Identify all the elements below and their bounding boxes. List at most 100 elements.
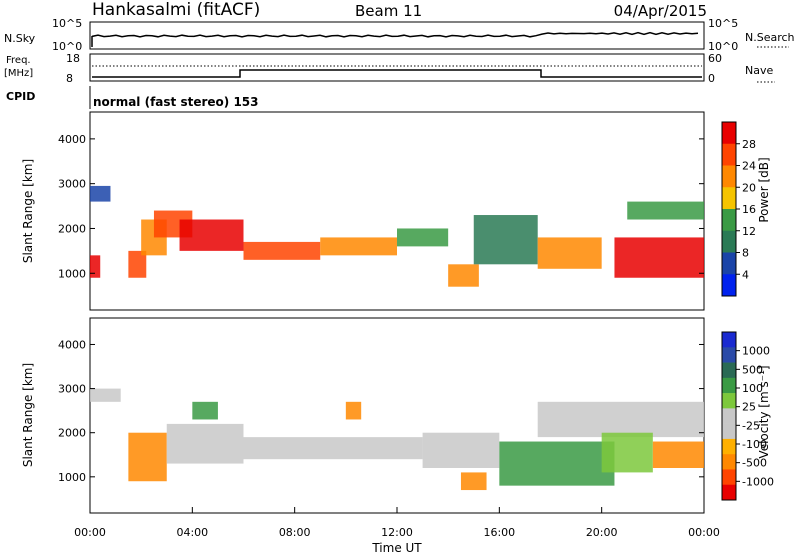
power-ytick-label: 1000	[58, 267, 86, 280]
freq-label: Freq.	[6, 55, 31, 66]
nsky-strip-frame	[89, 21, 705, 50]
power-colorbar-segment	[722, 209, 736, 232]
nsearch-tick-bottom: 10^0	[708, 40, 738, 53]
power-ytick-label: 2000	[58, 222, 86, 235]
power-y-ticks: 1000 2000 3000 4000	[58, 133, 704, 280]
velocity-xlabel: Time UT	[371, 541, 422, 554]
date-title: 04/Apr/2015	[614, 2, 707, 20]
beam-title: Beam 11	[355, 2, 422, 20]
velocity-colorbar-tick-label: 500	[742, 363, 763, 376]
cpid-text: normal (fast stereo) 153	[93, 95, 259, 109]
power-colorbar-tick-label: 4	[742, 268, 749, 281]
nsky-trace	[91, 31, 699, 47]
power-ytick-label: 3000	[58, 178, 86, 191]
velocity-colorbar-segment	[722, 469, 736, 486]
velocity-ylabel: Slant Range [km]	[21, 363, 35, 467]
velocity-x-ticks: 00:00 04:00 08:00 12:00 16:00 20:00 00:00	[74, 507, 720, 539]
power-colorbar-tick-label: 8	[742, 247, 749, 260]
cpid-label: CPID	[6, 90, 35, 103]
velocity-colorbar-segment	[722, 332, 736, 348]
velocity-xtick-label: 08:00	[279, 526, 311, 539]
freq-trace	[92, 69, 702, 78]
velocity-ytick-label: 2000	[58, 427, 86, 440]
power-echo-band	[448, 264, 479, 287]
velocity-colorbar-tick-label: -100	[742, 438, 767, 451]
velocity-echo-band	[422, 432, 500, 468]
power-echo-band	[320, 237, 397, 256]
power-ylabel: Slant Range [km]	[21, 159, 35, 263]
velocity-colorbar-tick-label: -25	[742, 419, 760, 432]
power-echo-band	[90, 255, 101, 278]
velocity-xtick-label: 20:00	[586, 526, 618, 539]
velocity-colorbar-segment	[722, 484, 736, 501]
velocity-colorbar-segment	[722, 438, 736, 455]
nave-tick-bottom: 0	[708, 72, 715, 85]
nsky-tick-top: 10^5	[52, 17, 82, 30]
freq-unit-label: [MHz]	[4, 68, 33, 79]
velocity-xtick-label: 04:00	[176, 526, 208, 539]
power-colorbar-segment	[722, 252, 736, 275]
velocity-echo-band	[499, 441, 615, 486]
velocity-colorbar-segment	[722, 423, 736, 440]
power-colorbar-segment	[722, 122, 736, 145]
power-colorbar-segment	[722, 187, 736, 210]
power-colorbar-tick-label: 12	[742, 225, 756, 238]
power-colorbar-tick-label: 16	[742, 203, 756, 216]
velocity-echo-band	[460, 472, 487, 491]
power-panel: 1000 2000 3000 4000 Slant Range [km] 28 24 20…	[21, 111, 771, 311]
power-echo-band	[614, 237, 704, 278]
velocity-echo-bands	[90, 388, 704, 491]
power-ytick-label: 4000	[58, 133, 86, 146]
velocity-colorbar-segment	[722, 362, 736, 379]
power-echo-bands	[90, 185, 704, 287]
velocity-ytick-label: 1000	[58, 471, 86, 484]
velocity-xtick-label: 00:00	[688, 526, 720, 539]
power-echo-band	[128, 250, 147, 278]
station-title: Hankasalmi (fitACF)	[92, 0, 260, 20]
velocity-ytick-label: 4000	[58, 338, 86, 351]
velocity-colorbar-tick-label: -1000	[742, 475, 774, 488]
power-echo-band	[537, 237, 602, 269]
power-colorbar-tick-label: 20	[742, 181, 756, 194]
velocity-echo-band	[601, 432, 653, 473]
power-echo-band	[627, 201, 704, 220]
velocity-colorbar-segment	[722, 377, 736, 394]
power-colorbar-tick-label: 28	[742, 138, 756, 151]
freq-tick-bottom: 8	[66, 72, 73, 85]
velocity-echo-band	[537, 401, 704, 438]
power-colorbar-segment	[722, 165, 736, 188]
power-echo-band	[473, 215, 538, 265]
power-colorbar-segment	[722, 274, 736, 297]
power-colorbar-segment	[722, 230, 736, 253]
power-colorbar-tick-label: 24	[742, 160, 756, 173]
freq-strip-frame	[89, 53, 705, 82]
velocity-y-ticks: 1000 2000 3000 4000	[58, 338, 704, 484]
nsearch-label: N.Search	[745, 31, 795, 44]
velocity-echo-band	[652, 441, 704, 468]
velocity-echo-band	[128, 432, 167, 482]
velocity-colorbar-tick-label: 100	[742, 382, 763, 395]
velocity-xtick-label: 00:00	[74, 526, 106, 539]
power-colorbar: 28 24 20 16 12 8 4	[721, 121, 756, 297]
velocity-colorbar-segment	[722, 408, 736, 424]
velocity-colorbar-tick-label: -500	[742, 457, 767, 470]
velocity-xtick-label: 12:00	[381, 526, 413, 539]
velocity-colorbar-tick-label: 25	[742, 401, 756, 414]
velocity-echo-band	[166, 423, 244, 464]
freq-tick-top: 18	[66, 52, 80, 65]
velocity-colorbar: 1000 500 100 25 -25 -100 -500 -1000	[721, 331, 774, 501]
velocity-echo-band	[90, 388, 121, 402]
power-echo-band	[90, 185, 111, 202]
velocity-echo-band	[243, 437, 423, 460]
velocity-colorbar-segment	[722, 454, 736, 470]
velocity-ytick-label: 3000	[58, 383, 86, 396]
power-echo-band	[243, 241, 321, 260]
velocity-echo-band	[192, 401, 218, 420]
velocity-colorbar-segment	[722, 347, 736, 363]
nsky-label: N.Sky	[4, 32, 36, 45]
velocity-colorbar-segment	[722, 393, 736, 409]
velocity-colorbar-frame	[721, 331, 737, 501]
power-echo-band	[179, 219, 244, 251]
velocity-colorbar-tick-label: 1000	[742, 345, 770, 358]
